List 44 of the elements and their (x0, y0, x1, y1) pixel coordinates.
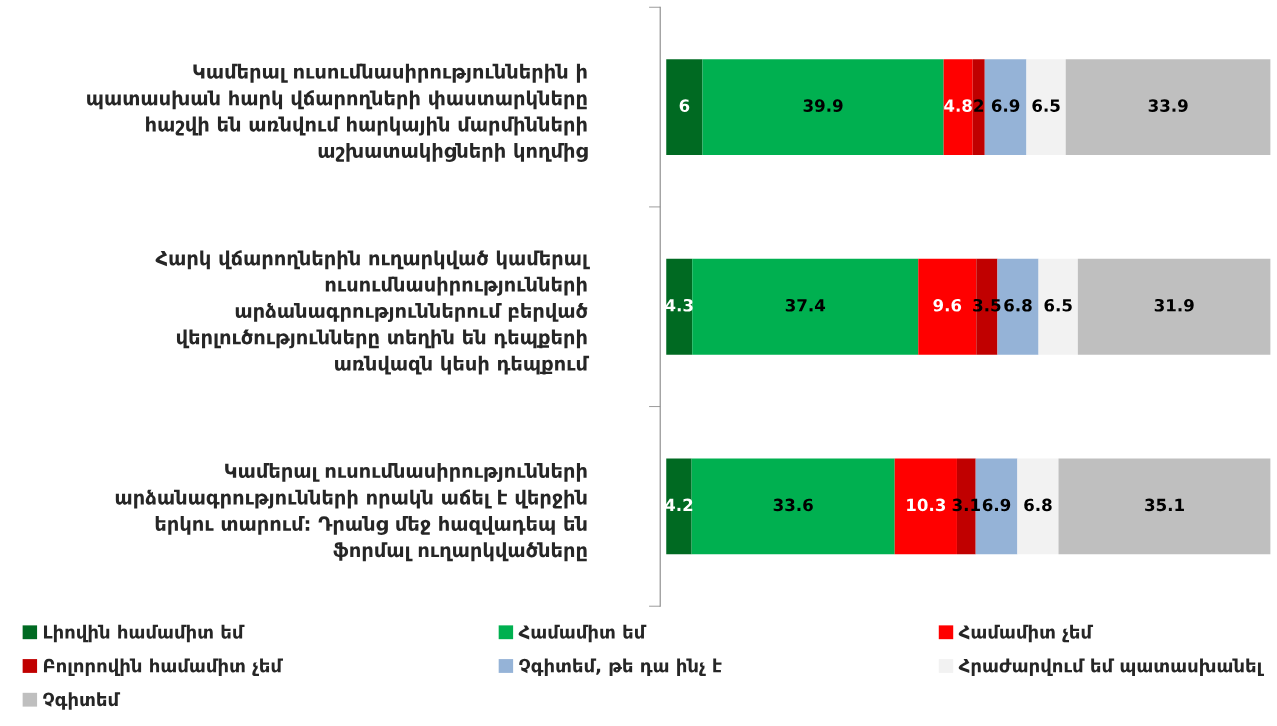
bar (692, 258, 919, 355)
bar (702, 59, 944, 155)
bar (666, 458, 692, 555)
data-label: 4.3 (665, 298, 693, 312)
data-label: 35.1 (1145, 498, 1184, 512)
legend-label: Լիովին համամիտ եմ (43, 624, 245, 643)
bar (1038, 258, 1078, 355)
bar (691, 458, 895, 555)
bar (1077, 258, 1271, 355)
data-label: 6.5 (1032, 99, 1060, 112)
data-label: 2 (974, 99, 984, 112)
data-label: 6.8 (1024, 498, 1052, 512)
data-label: 10.3 (907, 498, 946, 512)
data-label: 31.9 (1154, 298, 1194, 312)
legend-label: Չգիտեմ, թե դա ինչ է (519, 658, 722, 677)
bar (1017, 458, 1059, 555)
data-label: 6.9 (991, 99, 1020, 112)
data-label: 4.2 (664, 498, 693, 511)
y-tick-label: Կամերալ ուսումնասիրություններին ի պատասխան հարկ վճարողների փաստարկները հաշվի են առնվում հարկային մարմինների աշխատակիցների կողմից (87, 63, 588, 162)
data-label: 39.9 (803, 99, 843, 112)
y-tick-label: Կամերալ ուսումնասիրությունների արձանագրությունների որակն աճել է վերջին երկու տարում: Դրանց մեջ հազվադեպ են ֆորմալ ուղարկվածները (115, 463, 587, 562)
data-label: 6.8 (1004, 298, 1032, 312)
data-label: 37.4 (785, 298, 826, 312)
legend-label: Համամիտ չեմ (958, 624, 1094, 643)
legend-label: Հրաժարվում եմ պատասխանել (958, 658, 1265, 677)
data-label: 33.9 (1148, 99, 1188, 112)
data-label: 6.9 (982, 498, 1011, 512)
bar (943, 59, 973, 155)
data-label: 6 (679, 99, 690, 112)
bar (972, 59, 985, 155)
legend-label: Բոլորովին համամիտ չեմ (43, 658, 284, 677)
data-label: 33.6 (773, 498, 813, 512)
bar (984, 59, 1027, 155)
bar (666, 258, 693, 355)
bar (666, 59, 703, 155)
bar (1065, 59, 1271, 155)
data-label: 4.8 (944, 99, 972, 112)
bar (1058, 458, 1271, 555)
legend-label: Չգիտեմ (43, 692, 121, 710)
data-label: 9.6 (933, 298, 962, 312)
bar (1026, 59, 1066, 155)
data-label: 6.5 (1044, 298, 1072, 312)
y-tick-label: Հարկ վճարողներին ուղարկված կամերալ ուսումնասիրությունների արձանագրություններում բերված վերլուծությունները տեղին են դեպքերի առնվազն կեսի դեպքում (155, 250, 590, 375)
legend-label: Համամիտ եմ (518, 624, 647, 643)
